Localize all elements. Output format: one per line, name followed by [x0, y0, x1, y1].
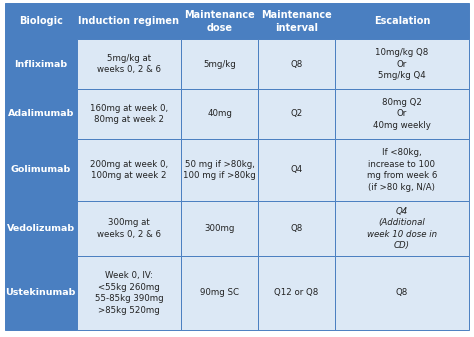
Text: 200mg at week 0,
100mg at week 2: 200mg at week 0, 100mg at week 2 [90, 160, 168, 180]
Bar [181, 3, 258, 39]
Bar [258, 89, 335, 139]
Text: Induction regimen: Induction regimen [79, 17, 180, 26]
Bar [5, 255, 77, 330]
Bar [181, 139, 258, 201]
Bar [335, 201, 469, 255]
Text: 10mg/kg Q8
Or
5mg/kg Q4: 10mg/kg Q8 Or 5mg/kg Q4 [375, 48, 428, 80]
Text: Q2: Q2 [290, 109, 302, 118]
Bar [77, 255, 181, 330]
Text: Q12 or Q8: Q12 or Q8 [274, 288, 319, 297]
Bar [77, 89, 181, 139]
Text: Maintenance
interval: Maintenance interval [261, 10, 332, 33]
Bar [77, 201, 181, 255]
Text: 50 mg if >80kg,
100 mg if >80kg: 50 mg if >80kg, 100 mg if >80kg [183, 160, 256, 180]
Bar [335, 255, 469, 330]
Text: 300mg at
weeks 0, 2 & 6: 300mg at weeks 0, 2 & 6 [97, 218, 161, 239]
Bar [181, 255, 258, 330]
Text: Vedolizumab: Vedolizumab [7, 224, 75, 233]
Text: 160mg at week 0,
80mg at week 2: 160mg at week 0, 80mg at week 2 [90, 103, 168, 124]
Text: 80mg Q2
Or
40mg weekly: 80mg Q2 Or 40mg weekly [373, 98, 431, 130]
Bar [5, 3, 77, 39]
Text: Q8: Q8 [290, 224, 302, 233]
Text: Q8: Q8 [290, 60, 302, 69]
Text: Q8: Q8 [396, 288, 408, 297]
Bar [335, 89, 469, 139]
Text: Golimumab: Golimumab [10, 165, 71, 175]
Text: Adalimumab: Adalimumab [8, 109, 74, 118]
Bar [258, 3, 335, 39]
Bar [77, 3, 181, 39]
Text: 5mg/kg at
weeks 0, 2 & 6: 5mg/kg at weeks 0, 2 & 6 [97, 54, 161, 74]
Bar [335, 39, 469, 89]
Bar [77, 139, 181, 201]
Text: Biologic: Biologic [19, 17, 63, 26]
Bar [181, 201, 258, 255]
Bar [258, 255, 335, 330]
Text: Week 0, IV:
<55kg 260mg
55-85kg 390mg
>85kg 520mg: Week 0, IV: <55kg 260mg 55-85kg 390mg >8… [95, 271, 164, 314]
Bar [5, 201, 77, 255]
Text: 5mg/kg: 5mg/kg [203, 60, 236, 69]
Bar [335, 139, 469, 201]
Text: 300mg: 300mg [204, 224, 235, 233]
Bar [5, 139, 77, 201]
Bar [5, 89, 77, 139]
Bar [181, 89, 258, 139]
Text: 40mg: 40mg [207, 109, 232, 118]
Text: Q4
(Additional
week 10 dose in
CD): Q4 (Additional week 10 dose in CD) [367, 207, 437, 250]
Text: Infliximab: Infliximab [14, 60, 67, 69]
Bar [258, 201, 335, 255]
Text: Ustekinumab: Ustekinumab [6, 288, 76, 297]
Text: If <80kg,
increase to 100
mg from week 6
(if >80 kg, N/A): If <80kg, increase to 100 mg from week 6… [367, 148, 437, 192]
Bar [258, 139, 335, 201]
Bar [5, 39, 77, 89]
Bar [258, 39, 335, 89]
Text: Maintenance
dose: Maintenance dose [184, 10, 255, 33]
Text: Escalation: Escalation [374, 17, 430, 26]
Text: 90mg SC: 90mg SC [200, 288, 239, 297]
Text: Q4: Q4 [290, 165, 302, 175]
Bar [77, 39, 181, 89]
Bar [181, 39, 258, 89]
Bar [335, 3, 469, 39]
